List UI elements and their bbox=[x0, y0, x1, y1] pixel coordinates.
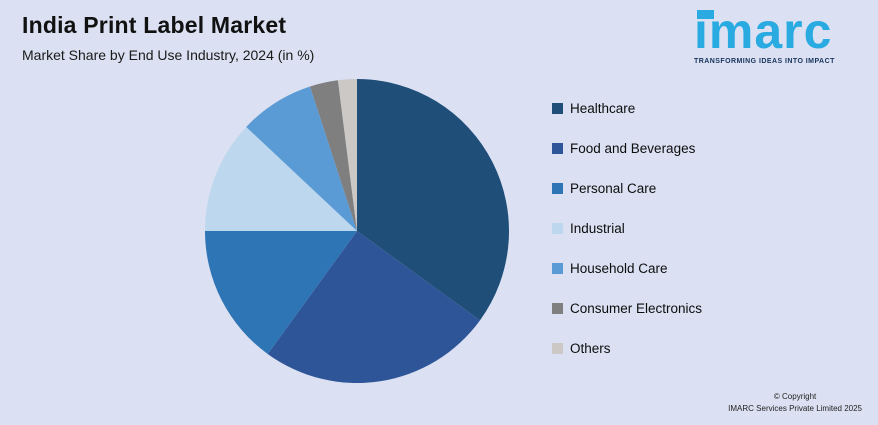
legend-swatch-icon bbox=[552, 303, 563, 314]
legend-item-healthcare: Healthcare bbox=[552, 101, 702, 116]
legend-swatch-icon bbox=[552, 223, 563, 234]
pie-slice-household-care bbox=[246, 86, 357, 231]
pie-slice-food-and-beverages bbox=[267, 231, 480, 383]
pie-slice-healthcare bbox=[357, 79, 509, 321]
legend-item-label: Personal Care bbox=[570, 181, 657, 196]
legend-swatch-icon bbox=[552, 143, 563, 154]
imarc-logo-bar bbox=[697, 10, 714, 19]
copyright-note: © Copyright IMARC Services Private Limit… bbox=[728, 391, 862, 415]
copyright-line2: IMARC Services Private Limited 2025 bbox=[728, 404, 862, 413]
pie-slice-personal-care bbox=[205, 231, 357, 354]
legend-item-food-and-beverages: Food and Beverages bbox=[552, 141, 702, 156]
legend-item-label: Healthcare bbox=[570, 101, 636, 116]
legend-item-label: Food and Beverages bbox=[570, 141, 696, 156]
pie-chart bbox=[205, 79, 509, 383]
copyright-line1: © Copyright bbox=[773, 392, 817, 401]
legend-item-industrial: Industrial bbox=[552, 221, 702, 236]
legend-swatch-icon bbox=[552, 263, 563, 274]
pie-chart-svg bbox=[205, 79, 509, 383]
imarc-logo: imarc TRANSFORMING IDEAS INTO IMPACT bbox=[694, 6, 864, 65]
legend-item-household-care: Household Care bbox=[552, 261, 702, 276]
imarc-logo-text: imarc bbox=[694, 3, 833, 59]
pie-slice-industrial bbox=[205, 126, 357, 231]
legend-swatch-icon bbox=[552, 103, 563, 114]
legend-item-label: Industrial bbox=[570, 221, 625, 236]
page-title: India Print Label Market bbox=[22, 12, 287, 38]
legend-item-personal-care: Personal Care bbox=[552, 181, 702, 196]
legend-item-others: Others bbox=[552, 341, 702, 356]
header: India Print Label Market Market Share by… bbox=[22, 12, 314, 63]
legend-item-consumer-electronics: Consumer Electronics bbox=[552, 301, 702, 316]
pie-slice-others bbox=[337, 79, 357, 231]
legend-swatch-icon bbox=[552, 183, 563, 194]
legend-item-label: Consumer Electronics bbox=[570, 301, 703, 316]
chart-legend: Healthcare Food and Beverages Personal C… bbox=[552, 101, 702, 356]
imarc-logo-tagline: TRANSFORMING IDEAS INTO IMPACT bbox=[694, 58, 835, 65]
page-subtitle: Market Share by End Use Industry, 2024 (… bbox=[22, 47, 315, 63]
legend-item-label: Household Care bbox=[570, 261, 668, 276]
pie-slice-consumer-electronics bbox=[310, 80, 357, 231]
legend-item-label: Others bbox=[570, 341, 611, 356]
legend-swatch-icon bbox=[552, 343, 563, 354]
